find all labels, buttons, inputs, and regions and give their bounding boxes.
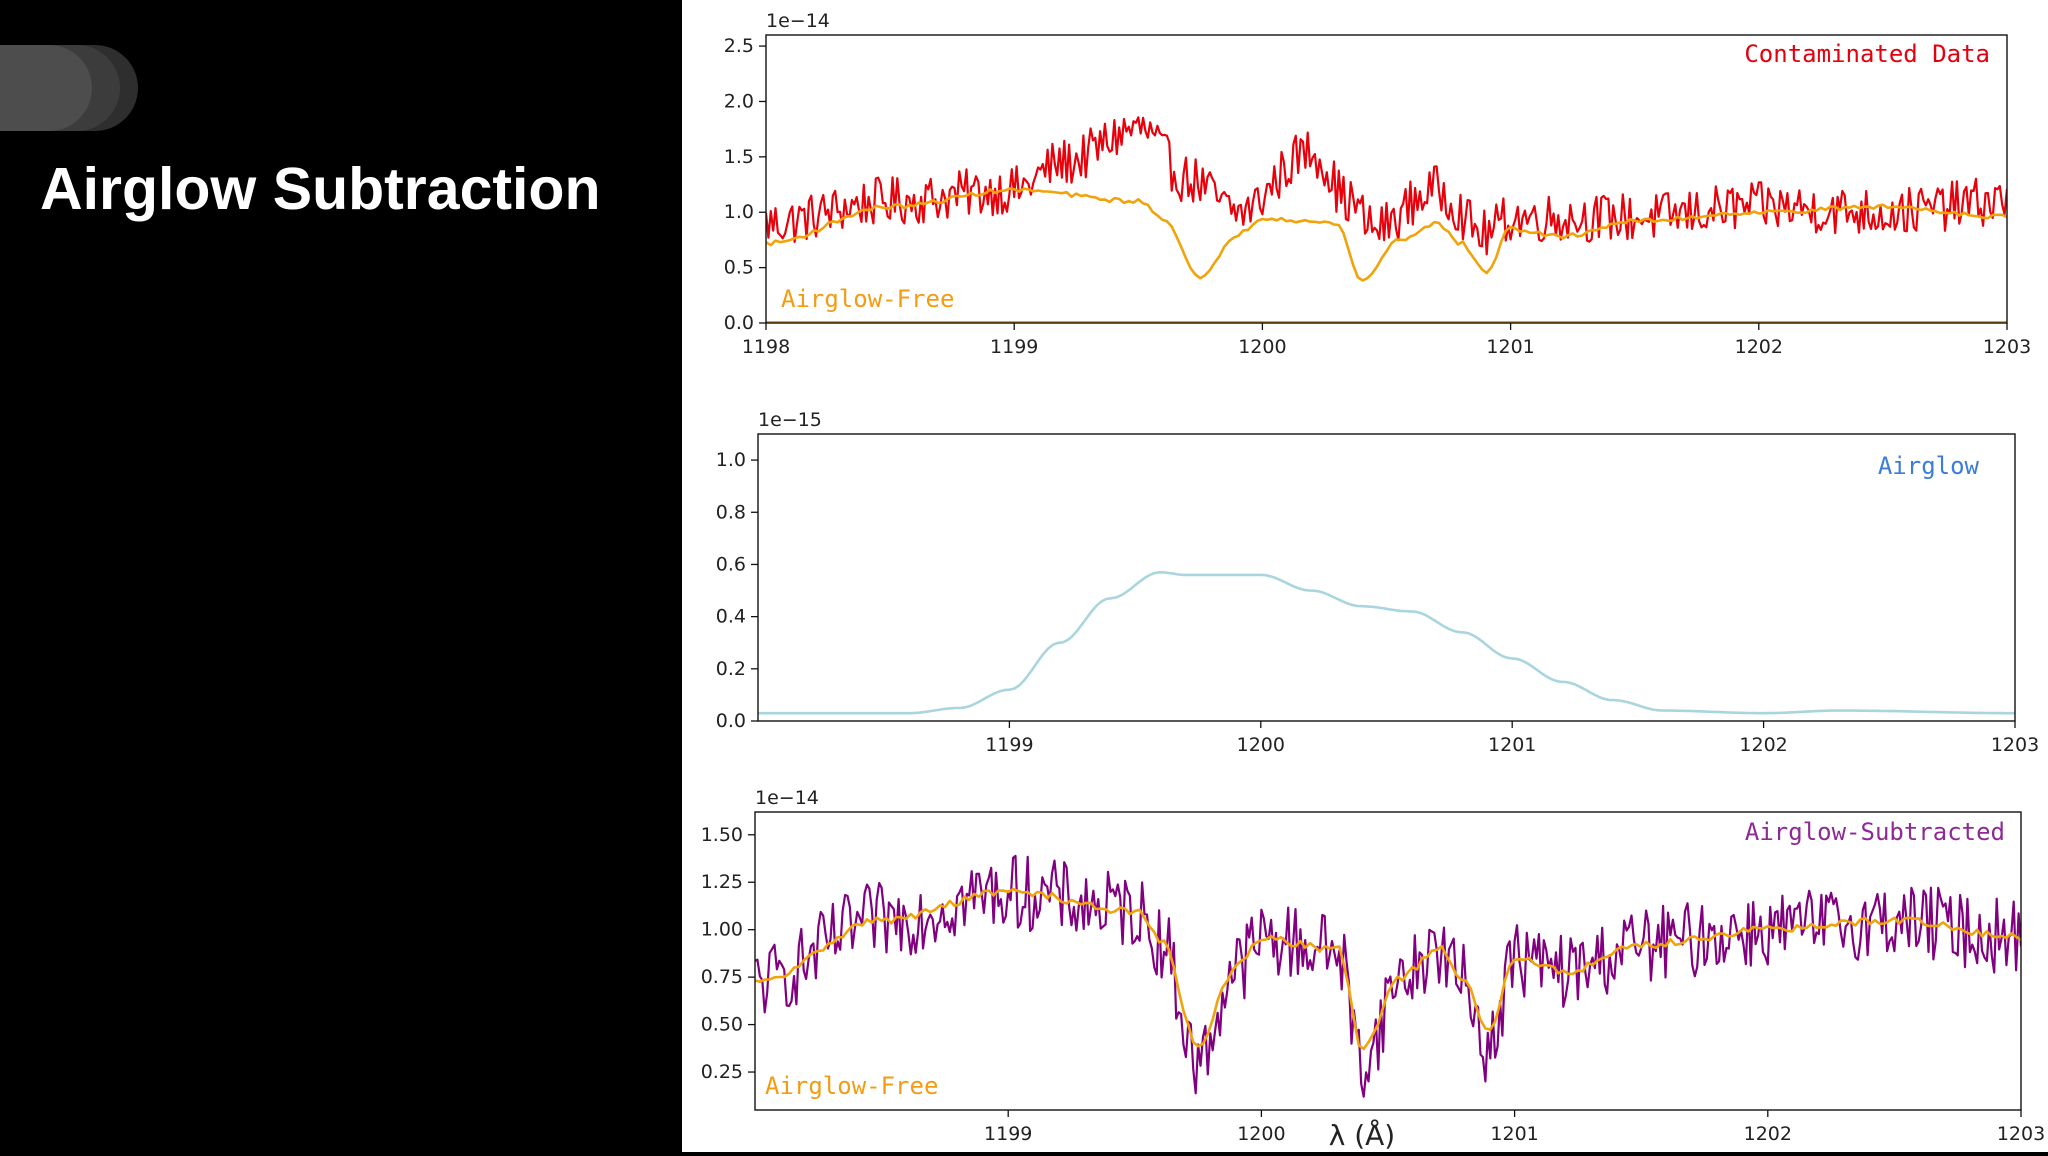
y-tick-label: 1.0 xyxy=(724,201,754,223)
series-line-airglow-free xyxy=(755,887,2021,1051)
x-tick-label: 1201 xyxy=(1486,336,1534,358)
annotation-airglow-subtracted: Airglow-Subtracted xyxy=(1745,818,2005,846)
x-tick-label: 1199 xyxy=(990,336,1038,358)
series-line-airglow-subtracted xyxy=(755,854,2021,1098)
y-tick-label: 0.0 xyxy=(724,312,754,334)
slide-title: Airglow Subtraction xyxy=(40,156,601,222)
x-tick-label: 1200 xyxy=(1237,1123,1285,1145)
plot-frame xyxy=(757,433,2016,722)
x-tick-label: 1202 xyxy=(1735,336,1783,358)
x-tick-label: 1200 xyxy=(1238,336,1286,358)
series-line-contaminated-data xyxy=(766,116,2007,256)
x-tick-label: 1202 xyxy=(1744,1123,1792,1145)
y-tick-label: 1.5 xyxy=(724,146,754,168)
y-tick-label: 0.50 xyxy=(701,1014,743,1036)
series-line-airglow-free xyxy=(766,187,2007,282)
plot-frame xyxy=(765,34,2008,324)
spectra-figure: 1198 1199 1200 1201 1202 1203 0.0 0.5 1.0 1.5 2.0 2… xyxy=(701,10,2045,1152)
y-tick-label: 0.6 xyxy=(716,553,746,575)
y-tick-label: 1.25 xyxy=(701,871,743,893)
x-tick-label: 1198 xyxy=(742,336,790,358)
series-line-airglow xyxy=(758,571,2015,715)
decorative-pill-shape xyxy=(0,45,92,131)
y-tick-label: 1.50 xyxy=(701,824,743,846)
y-tick-label: 2.5 xyxy=(724,35,754,57)
annotation-airglow: Airglow xyxy=(1878,452,1980,480)
x-tick-label: 1200 xyxy=(1237,734,1285,756)
x-tick-label: 1203 xyxy=(1991,734,2039,756)
annotation-airglow-free: Airglow-Free xyxy=(765,1072,938,1100)
x-tick-label: 1202 xyxy=(1739,734,1787,756)
y-tick-label: 0.75 xyxy=(701,966,743,988)
y-tick-label: 0.0 xyxy=(716,710,746,732)
y-tick-label: 0.4 xyxy=(716,606,746,628)
x-tick-label: 1199 xyxy=(985,734,1033,756)
y-tick-label: 1.0 xyxy=(716,449,746,471)
figure-panel: 1198 1199 1200 1201 1202 1203 0.0 0.5 1.0 1.5 2.0 2… xyxy=(682,0,2048,1152)
x-tick-label: 1199 xyxy=(984,1123,1032,1145)
y-tick-label: 0.25 xyxy=(701,1061,743,1083)
x-tick-label: 1203 xyxy=(1997,1123,2045,1145)
annotation-contaminated-data: Contaminated Data xyxy=(1744,40,1990,68)
plot-frame xyxy=(754,811,2022,1111)
axis-offset-label: 1e−14 xyxy=(766,10,830,32)
axis-offset-label: 1e−14 xyxy=(755,787,819,809)
x-tick-label: 1201 xyxy=(1488,734,1536,756)
y-tick-label: 0.2 xyxy=(716,658,746,680)
x-tick-label: 1201 xyxy=(1490,1123,1538,1145)
axis-offset-label: 1e−15 xyxy=(758,409,822,431)
left-panel: Airglow Subtraction xyxy=(0,0,682,1152)
annotation-airglow-free: Airglow-Free xyxy=(781,285,954,313)
x-axis-label: λ (Å) xyxy=(1329,1118,1395,1152)
y-tick-label: 0.8 xyxy=(716,501,746,523)
y-tick-label: 0.5 xyxy=(724,257,754,279)
x-tick-label: 1203 xyxy=(1983,336,2031,358)
y-tick-label: 1.00 xyxy=(701,919,743,941)
y-tick-label: 2.0 xyxy=(724,90,754,112)
